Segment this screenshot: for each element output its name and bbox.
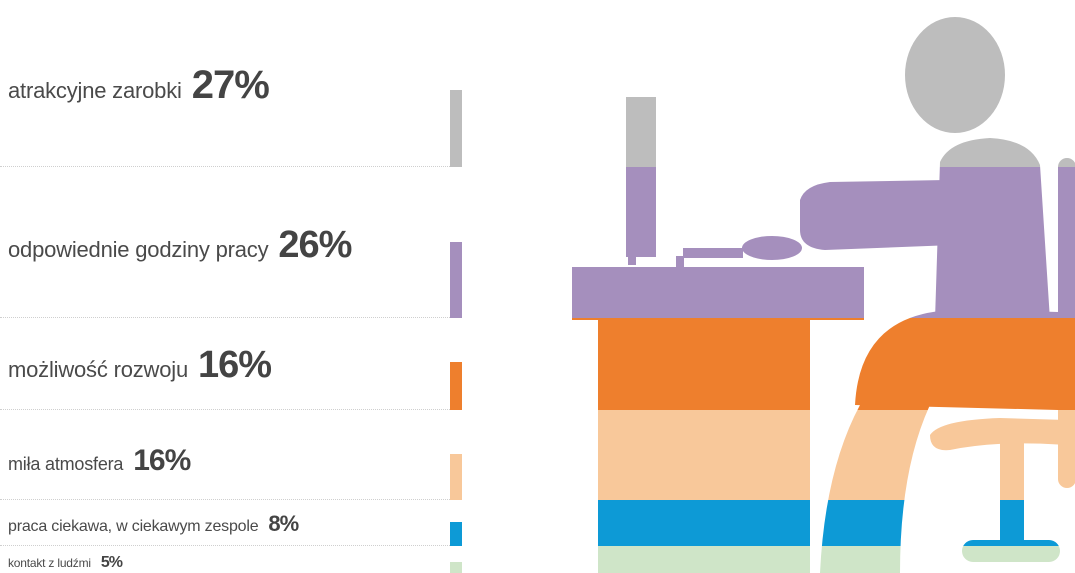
category-text: możliwość rozwoju 16% (8, 344, 272, 386)
figure-band (572, 167, 1075, 318)
category-bar (450, 90, 462, 167)
category-value-label: 5% (100, 554, 123, 571)
category-label: miła atmosfera (8, 454, 124, 474)
category-row: kontakt z ludźmi 5% (0, 546, 462, 573)
figure-band (572, 500, 1075, 546)
category-value-label: 26% (278, 224, 352, 266)
category-value-label: 27% (191, 63, 270, 107)
category-bar (450, 562, 462, 573)
category-row: miła atmosfera 16% (0, 410, 462, 500)
figure-band (572, 17, 1075, 167)
category-row: odpowiednie godziny pracy 26% (0, 167, 462, 318)
category-label: możliwość rozwoju (8, 357, 188, 382)
category-label: atrakcyjne zarobki (8, 78, 182, 103)
category-value-label: 16% (197, 344, 272, 386)
category-value-label: 16% (133, 444, 191, 477)
category-text: miła atmosfera 16% (8, 444, 191, 477)
category-text: praca ciekawa, w ciekawym zespole 8% (8, 511, 299, 536)
category-text: kontakt z ludźmi 5% (8, 554, 123, 571)
figure-band (572, 410, 1075, 500)
category-label: kontakt z ludźmi (8, 556, 91, 570)
category-bar (450, 362, 462, 410)
category-bar (450, 242, 462, 318)
category-row: atrakcyjne zarobki 27% (0, 0, 462, 167)
category-bar (450, 454, 462, 500)
category-row: możliwość rozwoju 16% (0, 318, 462, 410)
category-text: odpowiednie godziny pracy 26% (8, 224, 352, 266)
figure-band (572, 318, 1075, 410)
category-bar (450, 522, 462, 546)
category-row: praca ciekawa, w ciekawym zespole 8% (0, 500, 462, 546)
category-text: atrakcyjne zarobki 27% (8, 63, 270, 107)
category-label: praca ciekawa, w ciekawym zespole (8, 518, 259, 535)
category-label: odpowiednie godziny pracy (8, 237, 269, 262)
figure-band (572, 546, 1075, 573)
category-value-label: 8% (268, 511, 299, 536)
